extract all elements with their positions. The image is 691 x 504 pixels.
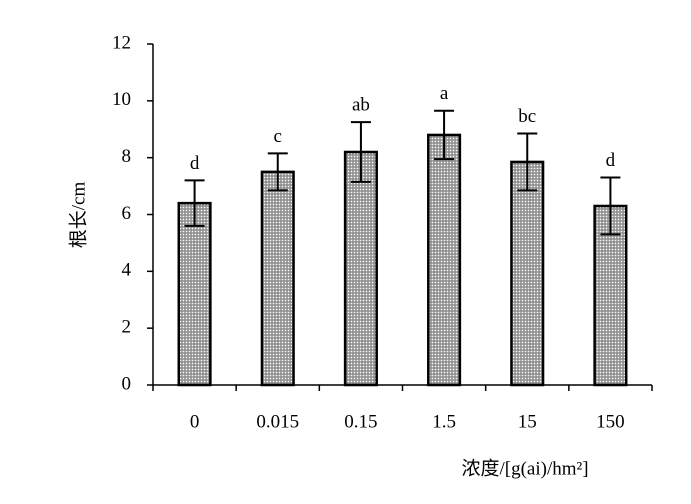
error-bar: [350, 121, 371, 183]
x-tick-label: 0.015: [256, 411, 299, 432]
error-bar: [267, 152, 288, 192]
error-bar: [434, 109, 455, 161]
bar: [177, 201, 212, 387]
bar-annotation: d: [606, 150, 616, 171]
bar: [427, 133, 462, 387]
bar-annotation: c: [274, 126, 282, 147]
y-tick-label: 6: [122, 203, 132, 224]
y-tick-label: 0: [122, 373, 132, 394]
bar-annotation: bc: [518, 106, 536, 127]
error-bar: [184, 179, 205, 227]
y-tick-label: 10: [112, 89, 131, 110]
bar-annotation: d: [190, 153, 200, 174]
y-tick-label: 8: [122, 146, 132, 167]
x-axis-label: 浓度/[g(ai)/hm²]: [461, 457, 588, 479]
bar-annotation: ab: [352, 95, 370, 116]
x-tick-label: 0.15: [344, 411, 377, 432]
x-tick-label: 15: [518, 411, 537, 432]
y-tick-label: 4: [122, 260, 132, 281]
y-tick-label: 2: [122, 317, 132, 338]
x-tick-label: 150: [596, 411, 625, 432]
y-axis-label: 根长/cm: [67, 182, 89, 249]
x-tick-label: 1.5: [432, 411, 456, 432]
bar-annotation: a: [440, 83, 449, 104]
y-tick-label: 12: [112, 32, 131, 53]
bar: [260, 170, 295, 387]
error-bar: [517, 132, 538, 192]
x-tick-label: 0: [190, 411, 200, 432]
bar: [343, 150, 378, 387]
bar: [510, 160, 545, 387]
error-bar: [600, 176, 621, 236]
